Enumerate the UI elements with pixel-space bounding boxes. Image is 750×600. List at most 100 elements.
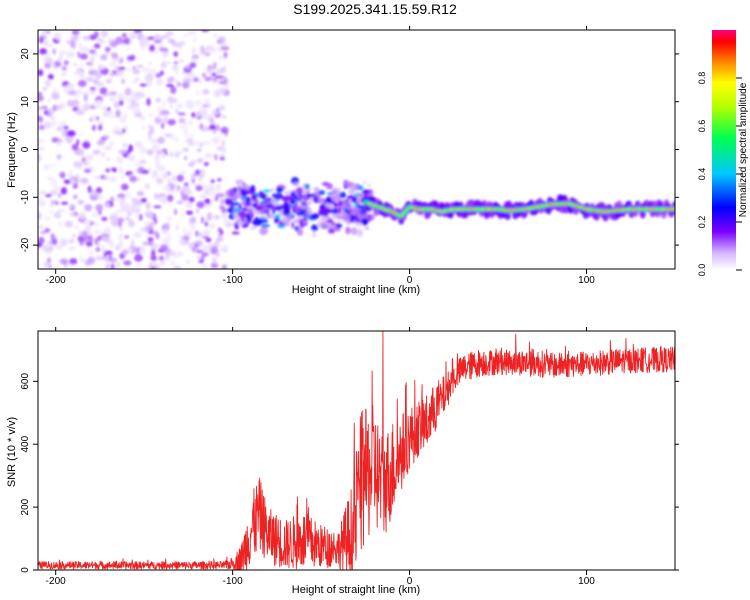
- heatmap-cell: [38, 236, 45, 244]
- heatmap-cell: [124, 37, 131, 42]
- heatmap-cell: [74, 99, 79, 107]
- heatmap-cell: [160, 62, 167, 69]
- heatmap-cell: [219, 204, 224, 210]
- heatmap-cell: [84, 204, 93, 212]
- heatmap-cell: [79, 45, 89, 54]
- heatmap-cell: [116, 198, 125, 202]
- heatmap-cell: [155, 72, 162, 79]
- heatmap-cell: [115, 109, 121, 118]
- heatmap-cell: [58, 220, 63, 227]
- heatmap-cell: [295, 195, 299, 202]
- heatmap-cell: [82, 140, 91, 149]
- heatmap-cell: [161, 228, 169, 235]
- heatmap-cell: [557, 203, 561, 205]
- heatmap-cell: [125, 217, 129, 221]
- y-tick-label: 400: [20, 435, 31, 452]
- heatmap-cell: [177, 40, 186, 46]
- heatmap-cell: [202, 187, 206, 196]
- heatmap-cell: [211, 80, 219, 85]
- heatmap-cell: [65, 134, 74, 143]
- heatmap-cell: [181, 212, 185, 218]
- heatmap-cell: [108, 114, 117, 119]
- heatmap-cell: [632, 208, 635, 211]
- heatmap-cell: [281, 216, 289, 224]
- heatmap-cell: [233, 201, 240, 207]
- heatmap-cell: [44, 193, 53, 198]
- heatmap-cell: [161, 200, 166, 205]
- heatmap-cell: [113, 125, 120, 132]
- heatmap-cell: [267, 213, 275, 219]
- heatmap-cell: [52, 48, 56, 55]
- heatmap-cell: [188, 118, 193, 127]
- heatmap-cell: [128, 248, 133, 253]
- heatmap-cell: [68, 238, 75, 244]
- heatmap-cell: [343, 206, 348, 213]
- heatmap-cell: [651, 208, 655, 211]
- heatmap-cell: [80, 177, 89, 185]
- heatmap-cell: [144, 221, 150, 227]
- heatmap-cell: [125, 190, 131, 199]
- heatmap-cell: [140, 35, 148, 44]
- heatmap-cell: [96, 38, 102, 42]
- heatmap-cell: [220, 114, 227, 119]
- heatmap-cell: [48, 121, 57, 127]
- heatmap-cell: [38, 95, 44, 102]
- heatmap-cell: [108, 94, 116, 102]
- heatmap-cell: [265, 204, 274, 208]
- heatmap-cell: [144, 183, 151, 190]
- heatmap-cell: [95, 82, 105, 86]
- heatmap-cell: [176, 250, 184, 257]
- heatmap-cell: [202, 184, 210, 190]
- heatmap-cell: [196, 201, 205, 209]
- heatmap-cell: [185, 64, 191, 71]
- heatmap-cell: [236, 185, 243, 190]
- heatmap-cell: [640, 208, 644, 211]
- heatmap-cell: [209, 223, 216, 229]
- heatmap-cell: [82, 91, 90, 97]
- heatmap-cell: [178, 59, 185, 63]
- heatmap-cell: [189, 62, 197, 69]
- heatmap-cell: [175, 137, 179, 143]
- heatmap-cell: [105, 168, 111, 173]
- heatmap-cell: [136, 92, 144, 98]
- heatmap-cell: [42, 139, 46, 143]
- heatmap-cell: [184, 104, 191, 109]
- heatmap-cell: [492, 208, 495, 211]
- heatmap-cell: [348, 189, 355, 195]
- heatmap-cell: [166, 31, 174, 36]
- heatmap-cell: [191, 47, 196, 54]
- heatmap-cell: [141, 169, 150, 174]
- heatmap-cell: [50, 178, 58, 186]
- heatmap-cell: [83, 168, 92, 173]
- heatmap-cell: [332, 189, 341, 196]
- heatmap-cell: [464, 208, 468, 211]
- heatmap-cell: [174, 266, 179, 269]
- heatmap-cell: [172, 175, 177, 182]
- heatmap-cell: [78, 41, 83, 50]
- heatmap-cell: [216, 107, 220, 113]
- heatmap-cell: [87, 232, 93, 236]
- x-tick-label: -100: [223, 576, 243, 587]
- heatmap-cell: [150, 255, 157, 262]
- heatmap-cell: [114, 52, 118, 60]
- heatmap-cell: [509, 209, 512, 212]
- heatmap-cell: [132, 107, 142, 116]
- heatmap-cell: [130, 239, 135, 248]
- heatmap-cell: [417, 208, 421, 211]
- heatmap-cell: [162, 99, 166, 108]
- heatmap-cell: [239, 188, 249, 197]
- heatmap-cell: [610, 210, 614, 212]
- heatmap-cell: [187, 141, 195, 147]
- heatmap-cell: [156, 106, 165, 112]
- heatmap-cell: [120, 202, 127, 207]
- heatmap-cell: [101, 152, 105, 158]
- heatmap-cell: [132, 80, 137, 84]
- heatmap-cell: [173, 208, 178, 216]
- heatmap-cell: [219, 156, 225, 161]
- heatmap-cell: [63, 179, 72, 184]
- heatmap-cell: [51, 92, 60, 100]
- heatmap-cell: [188, 196, 195, 203]
- heatmap-cell: [195, 185, 203, 192]
- heatmap-cell: [58, 120, 68, 126]
- heatmap-cell: [135, 262, 141, 269]
